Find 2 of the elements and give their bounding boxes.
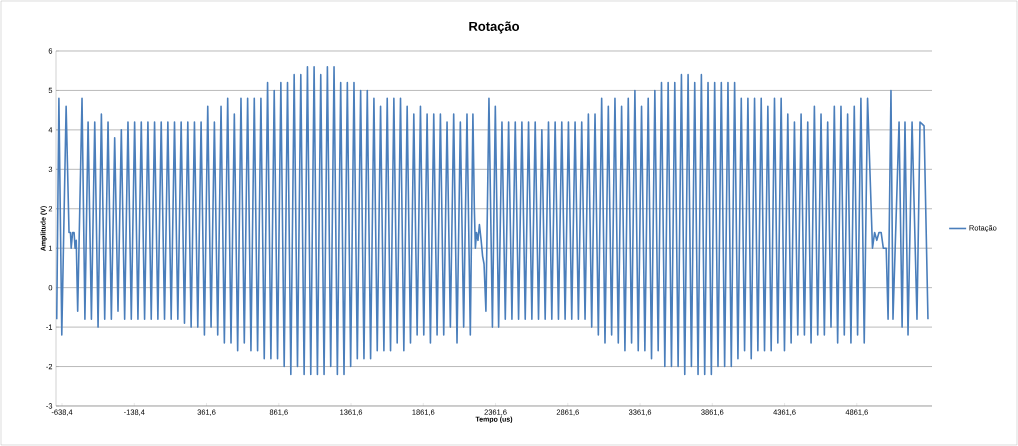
chart-title: Rotação xyxy=(469,21,520,34)
line-series xyxy=(56,65,929,376)
